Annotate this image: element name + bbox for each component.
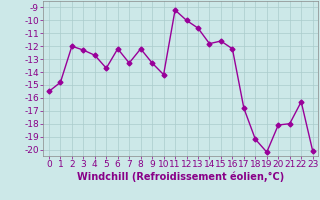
X-axis label: Windchill (Refroidissement éolien,°C): Windchill (Refroidissement éolien,°C) — [77, 172, 284, 182]
